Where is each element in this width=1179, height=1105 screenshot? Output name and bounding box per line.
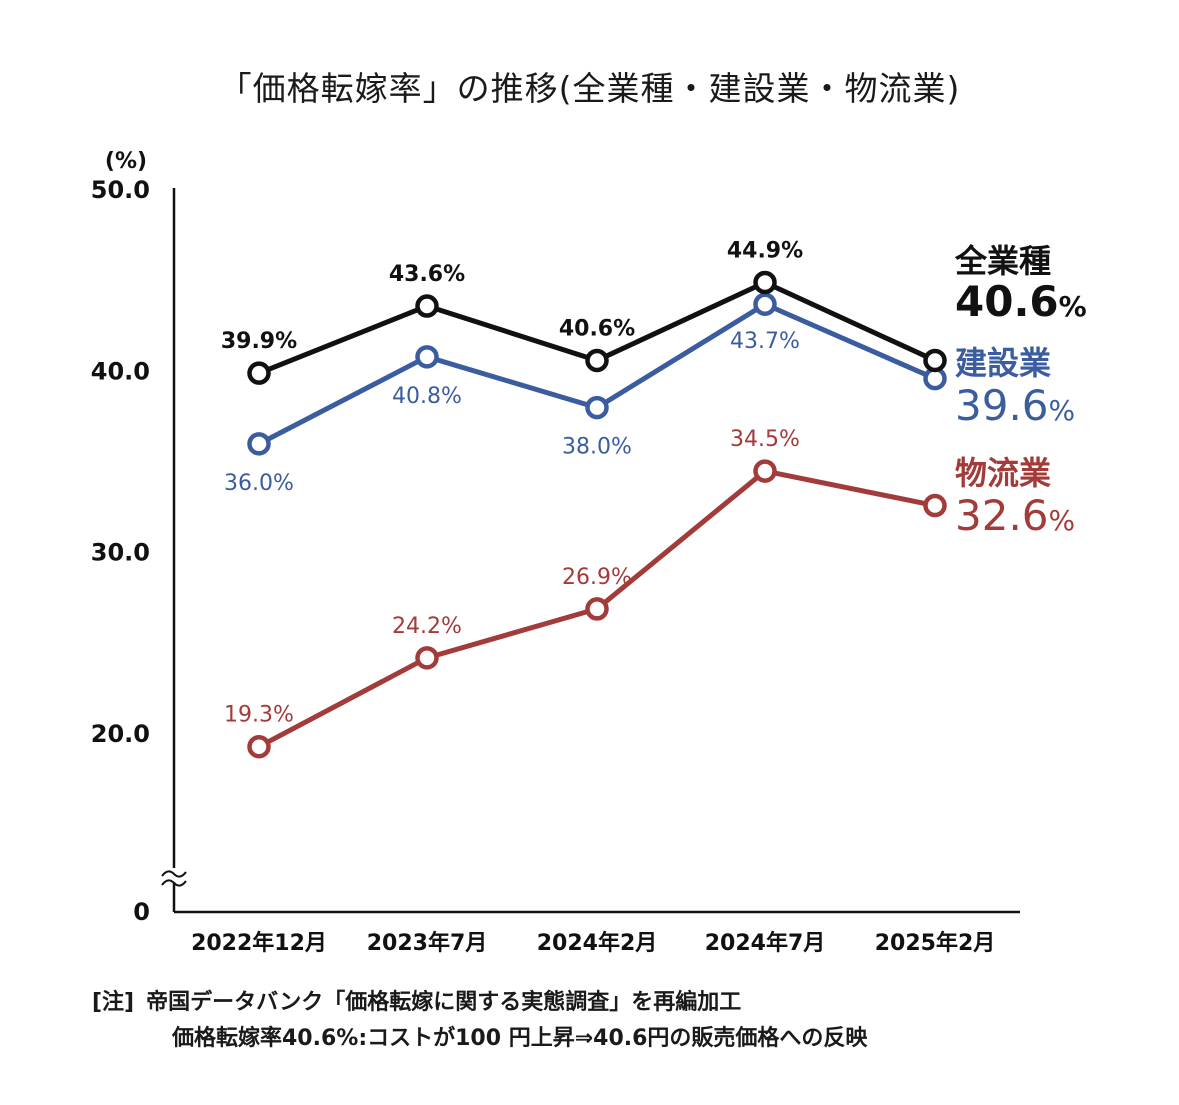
axis-break-mark-top (161, 870, 187, 878)
x-tick-label: 2025年2月 (875, 930, 996, 956)
axis-break-mark-bottom (161, 879, 187, 887)
data-label: 36.0% (224, 471, 294, 496)
data-point (415, 646, 439, 670)
data-label: 43.7% (730, 329, 800, 354)
y-tick-label: 40.0 (91, 357, 150, 385)
x-tick-label: 2024年2月 (537, 930, 658, 956)
data-point (753, 459, 777, 483)
data-point (753, 270, 777, 295)
data-point (923, 493, 947, 518)
series-end-value: 39.6% (955, 381, 1075, 430)
series-layer: 19.3% 24.2% 26.9% 34.5% 36.0% 40.8% 38.0% 43.7%… (221, 238, 947, 759)
data-point (247, 361, 271, 385)
note-source: [注] 帝国データバンク「価格転嫁に関する実態調査」を再編加工 (92, 984, 741, 1016)
data-label: 26.9% (562, 565, 632, 590)
data-point (585, 348, 609, 373)
chart-axes: (%)50.0 40.0 30.0 20.0 0 2022年12月 2023年7月 2024年… (91, 149, 1020, 956)
y-tick-label: 30.0 (91, 539, 150, 567)
data-label: 40.8% (392, 384, 462, 409)
data-point (585, 597, 609, 621)
series-end-value: 32.6% (955, 491, 1075, 540)
y-tick-label: 50.0 (91, 176, 150, 204)
line-chart: (%)50.0 40.0 30.0 20.0 0 2022年12月 2023年7月 2024年… (91, 149, 1087, 956)
data-point (247, 432, 271, 456)
data-label: 44.9% (727, 238, 803, 263)
y-tick-label: 20.0 (91, 720, 150, 748)
data-label: 38.0% (562, 435, 632, 460)
data-label: 39.9% (221, 329, 297, 354)
series-2: 19.3% 24.2% 26.9% 34.5% (224, 427, 947, 759)
series-end-name: 物流業 (955, 454, 1051, 492)
data-point (923, 348, 947, 373)
series-end-value: 40.6% (955, 277, 1087, 326)
note-label: [注] (92, 990, 135, 1015)
data-point (415, 294, 439, 318)
data-label: 34.5% (730, 427, 800, 452)
series-end-name: 全業種 (954, 242, 1051, 280)
data-label: 19.3% (224, 703, 294, 728)
data-label: 40.6% (559, 316, 635, 341)
series-1: 36.0% 40.8% 38.0% 43.7% (224, 292, 947, 496)
note-line-1: 帝国データバンク「価格転嫁に関する実態調査」を再編加工 (146, 990, 742, 1015)
x-tick-label: 2024年7月 (705, 930, 826, 956)
x-tick-label: 2023年7月 (367, 930, 488, 956)
y-axis-unit: (%) (105, 149, 147, 174)
y-tick-label: 0 (133, 898, 150, 926)
data-point (753, 292, 777, 316)
series-end-name: 建設業 (955, 344, 1051, 382)
data-label: 43.6% (389, 262, 465, 287)
note-definition: 価格転嫁率40.6%:コストが100 円上昇⇒40.6円の販売価格への反映 (172, 1026, 868, 1051)
x-tick-label: 2022年12月 (191, 930, 327, 956)
data-point (247, 734, 271, 759)
chart-title: 「価格転嫁率」の推移(全業種・建設業・物流業) (218, 69, 961, 108)
data-label: 24.2% (392, 614, 462, 639)
series-0: 39.9% 43.6% 40.6% 44.9% (221, 238, 947, 385)
data-point (585, 395, 609, 420)
data-point (415, 345, 439, 369)
